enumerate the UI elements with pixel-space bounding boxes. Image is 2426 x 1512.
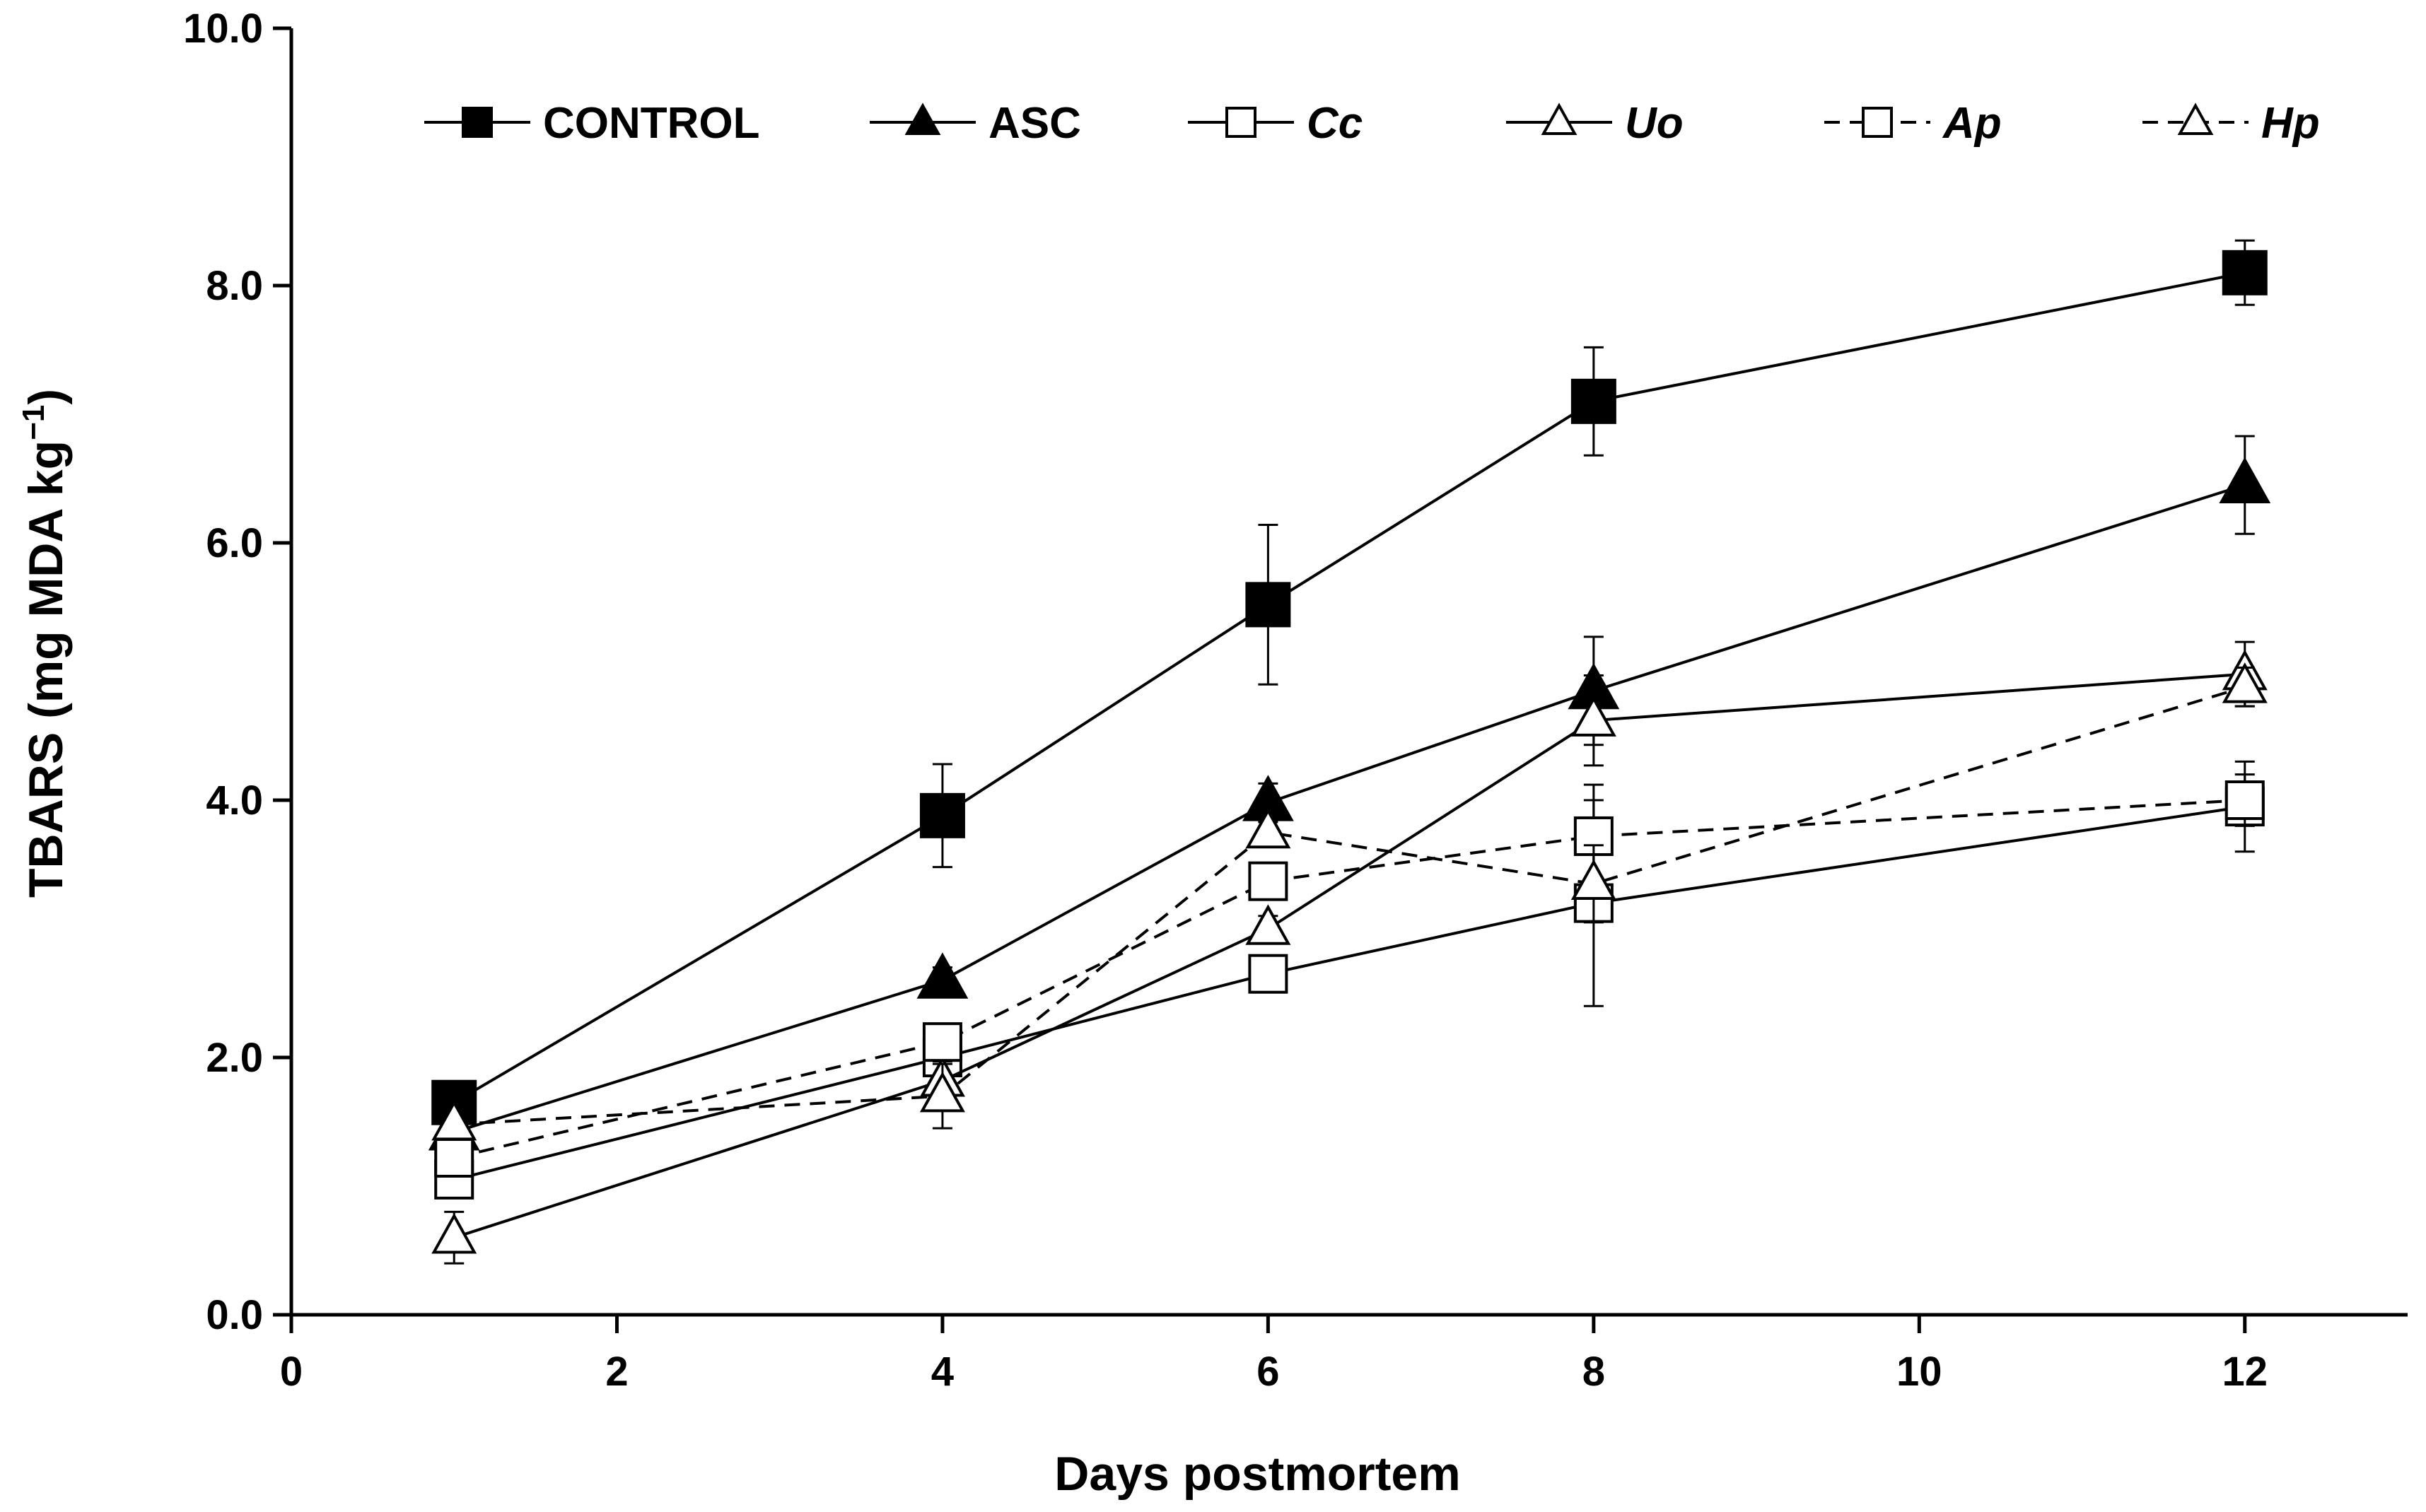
data-point-hp: [1245, 807, 1291, 849]
legend-marker-hp: [2177, 102, 2214, 135]
legend-marker-asc: [904, 102, 941, 135]
legend-label-cc: Cc: [1307, 99, 1363, 148]
y-tick-label: 8.0: [206, 263, 263, 309]
series-ap: [434, 773, 2265, 1178]
legend-marker-cc: [1225, 107, 1256, 138]
legend-label-asc: ASC: [989, 99, 1081, 148]
y-tick-label: 0.0: [206, 1292, 263, 1338]
data-point-control: [2222, 250, 2268, 295]
data-point-ap: [434, 1137, 474, 1178]
series-cc: [434, 760, 2265, 1200]
y-ticks: 0.0 2.0 4.0 6.0 8.0 10.0: [183, 6, 291, 1338]
legend-item-ap: Ap: [1824, 99, 2002, 148]
series-control: [431, 239, 2268, 1125]
data-point-hp: [1570, 859, 1616, 901]
data-point-control: [919, 792, 965, 838]
legend-item-uo: Uo: [1506, 99, 1684, 148]
legend-label-control: CONTROL: [543, 99, 760, 148]
legend-label-hp: Hp: [2261, 99, 2320, 148]
x-axis-title: Days postmortem: [1054, 1447, 1460, 1501]
x-tick-label: 2: [605, 1349, 628, 1395]
x-tick-label: 6: [1256, 1349, 1279, 1395]
y-axis-title-close: ): [19, 389, 73, 405]
y-axis-title-superscript: −1: [16, 405, 51, 440]
legend-marker-uo: [1541, 102, 1578, 135]
series-line-cc: [453, 805, 2246, 1181]
legend-item-control: CONTROL: [424, 99, 760, 148]
axes: [289, 28, 2408, 1317]
y-tick-label: 2.0: [206, 1035, 263, 1081]
y-axis-title-main: TBARS (mg MDA kg: [19, 440, 73, 898]
data-point-ap: [2224, 780, 2265, 820]
data-point-hp: [919, 1071, 965, 1113]
data-point-cc: [1248, 954, 1288, 994]
x-tick-label: 4: [931, 1349, 954, 1395]
data-point-control: [1245, 582, 1291, 628]
legend-marker-control: [462, 107, 493, 138]
data-point-hp: [431, 1099, 477, 1141]
data-point-control: [1570, 378, 1616, 424]
y-axis-title: TBARS (mg MDA kg−1): [16, 389, 73, 898]
data-point-uo: [1570, 696, 1616, 737]
series-layer: [428, 239, 2271, 1265]
legend-item-hp: Hp: [2142, 99, 2320, 148]
series-hp: [431, 662, 2268, 1141]
x-tick-label: 12: [2222, 1349, 2268, 1395]
x-tick-label: 8: [1582, 1349, 1605, 1395]
y-tick-label: 10.0: [183, 6, 263, 52]
series-line-hp: [454, 685, 2246, 1126]
series-asc: [428, 435, 2271, 1151]
legend-item-asc: ASC: [870, 99, 1081, 148]
legend-marker-ap: [1862, 107, 1893, 138]
data-point-ap: [922, 1022, 962, 1062]
legend-label-uo: Uo: [1625, 99, 1684, 148]
series-line-ap: [453, 799, 2245, 1159]
data-point-uo: [431, 1213, 477, 1254]
x-tick-label: 0: [280, 1349, 303, 1395]
x-tick-label: 10: [1896, 1349, 1942, 1395]
data-point-asc: [2219, 457, 2271, 504]
series-line-control: [453, 271, 2246, 1104]
y-tick-label: 6.0: [206, 520, 263, 566]
series-line-asc: [453, 484, 2246, 1134]
x-ticks: 0 2 4 6 8 10 12: [280, 1315, 2268, 1395]
data-point-ap: [1248, 861, 1288, 901]
y-tick-label: 4.0: [206, 778, 263, 824]
data-point-uo: [1245, 904, 1291, 945]
legend-label-ap: Ap: [1942, 99, 2002, 148]
legend: CONTROL ASC Cc Uo Ap Hp: [424, 99, 2320, 148]
legend-item-cc: Cc: [1188, 99, 1363, 148]
data-point-hp: [2222, 662, 2268, 703]
data-point-asc: [916, 952, 969, 999]
